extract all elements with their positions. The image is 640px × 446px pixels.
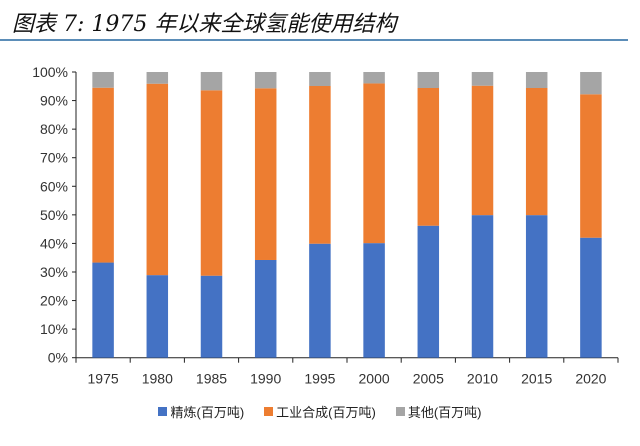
y-tick-label: 40%: [40, 235, 68, 251]
bar-segment: [471, 215, 494, 358]
bar-segment: [417, 87, 440, 226]
x-tick-label: 1995: [304, 371, 335, 387]
bar-segment: [525, 72, 548, 88]
legend-item-industrial-synthesis: 工业合成(百万吨): [264, 402, 376, 421]
x-tick-label: 2000: [359, 371, 390, 387]
bar-segment: [580, 94, 602, 238]
y-tick-label: 80%: [40, 121, 68, 137]
bar-segment: [254, 88, 277, 260]
bar-segment: [363, 72, 385, 84]
y-tick-label: 100%: [32, 64, 68, 80]
y-tick-label: 30%: [40, 264, 68, 280]
bar-segment: [471, 72, 494, 86]
bar-segment: [363, 83, 385, 244]
y-tick-label: 10%: [40, 321, 68, 337]
x-tick-label: 2010: [467, 371, 498, 387]
bar-segment: [92, 262, 114, 358]
bar-segment: [580, 237, 602, 358]
bar-segment: [309, 72, 331, 86]
bar-segment: [525, 87, 548, 216]
bar-segment: [525, 215, 548, 358]
bar-segment: [146, 83, 169, 276]
bar-segment: [417, 225, 440, 358]
legend-label: 其他(百万吨): [407, 405, 482, 420]
y-tick-label: 90%: [40, 93, 68, 109]
x-tick-label: 2005: [413, 371, 444, 387]
legend-swatch: [158, 407, 168, 416]
x-tick-label: 1985: [196, 371, 227, 387]
bar-segment: [200, 275, 223, 358]
stacked-bar-chart: 0% 10% 20% 30% 40% 50% 60% 70% 80% 90% 100% 1975 198…: [32, 64, 619, 387]
figure-title: 图表 7: 1975 年以来全球氢能使用结构: [12, 12, 397, 37]
legend-swatch: [264, 407, 274, 416]
bar-segment: [146, 275, 169, 358]
bar-segment: [200, 90, 223, 276]
y-tick-label: 0%: [48, 350, 68, 366]
bar-segment: [363, 243, 385, 358]
bar-segment: [146, 72, 169, 84]
bar-segment: [309, 85, 331, 244]
x-tick-label: 2015: [521, 371, 552, 387]
bar-segment: [254, 259, 277, 358]
bar-segment: [580, 72, 602, 95]
x-tick-label: 1990: [250, 371, 281, 387]
y-tick-label: 20%: [40, 293, 68, 309]
bar-segment: [200, 72, 223, 91]
bar-segment: [92, 87, 114, 263]
y-tick-label: 60%: [40, 178, 68, 194]
x-tick-label: 2020: [575, 371, 606, 387]
legend-item-refining: 精炼(百万吨): [158, 402, 244, 421]
y-tick-label: 70%: [40, 150, 68, 166]
legend-swatch: [395, 407, 405, 416]
bar-segment: [254, 72, 277, 89]
bar-segment: [471, 85, 494, 216]
title-divider: [0, 39, 628, 41]
legend-label: 精炼(百万吨): [170, 405, 245, 420]
legend: 精炼(百万吨) 工业合成(百万吨) 其他(百万吨): [0, 402, 640, 421]
x-tick-label: 1980: [142, 371, 173, 387]
bar-segment: [417, 72, 440, 88]
legend-label: 工业合成(百万吨): [276, 405, 376, 420]
legend-item-other: 其他(百万吨): [395, 402, 482, 421]
x-tick-label: 1975: [88, 371, 119, 387]
y-tick-label: 50%: [40, 207, 68, 223]
bar-segment: [92, 72, 114, 88]
bar-segment: [309, 243, 331, 358]
